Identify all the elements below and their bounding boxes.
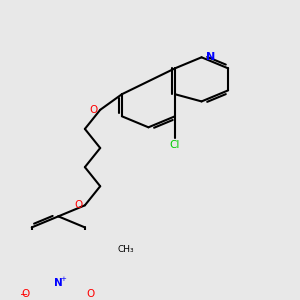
Text: N: N [206, 52, 215, 62]
Text: O: O [89, 105, 98, 115]
Text: −: − [20, 290, 28, 300]
Text: Cl: Cl [170, 140, 180, 150]
Text: CH₃: CH₃ [117, 245, 134, 254]
Text: O: O [22, 289, 30, 298]
Text: +: + [60, 276, 66, 282]
Text: O: O [74, 200, 82, 210]
Text: N: N [54, 278, 63, 287]
Text: O: O [86, 289, 95, 298]
